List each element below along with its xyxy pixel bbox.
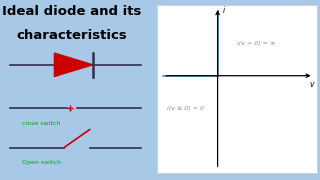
Text: Ideal diode and its: Ideal diode and its	[2, 5, 142, 18]
Text: v: v	[309, 80, 314, 89]
Text: i(v ≤ 0) = 0: i(v ≤ 0) = 0	[167, 106, 204, 111]
Text: i: i	[222, 6, 225, 15]
Polygon shape	[54, 53, 93, 76]
Text: Open switch: Open switch	[22, 160, 61, 165]
FancyBboxPatch shape	[157, 5, 317, 173]
Text: close switch: close switch	[22, 121, 61, 126]
Text: i(v > 0) = ∞: i(v > 0) = ∞	[237, 41, 275, 46]
Text: characteristics: characteristics	[17, 29, 127, 42]
